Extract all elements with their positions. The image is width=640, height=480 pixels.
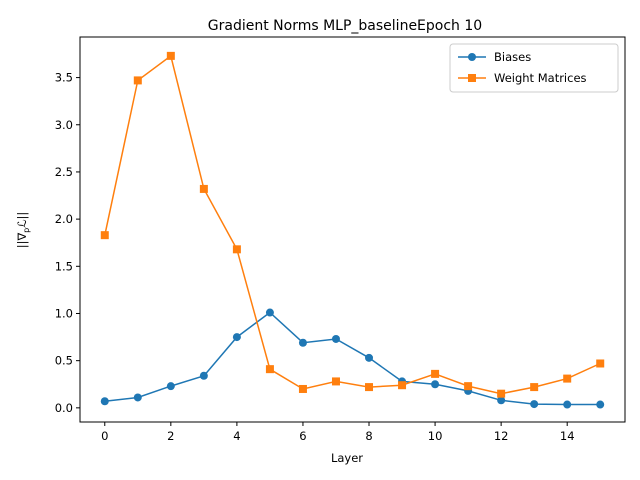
data-point-weight-matrices xyxy=(431,369,440,378)
y-tick-label: 3.0 xyxy=(55,118,73,132)
legend-marker-weight-matrices xyxy=(468,74,476,82)
data-point-weight-matrices xyxy=(530,383,539,392)
data-point-biases xyxy=(331,334,340,343)
data-point-biases xyxy=(298,338,307,347)
legend-label-biases: Biases xyxy=(494,50,531,64)
data-point-biases xyxy=(232,333,241,342)
data-point-biases xyxy=(563,400,572,409)
y-tick-label: 1.5 xyxy=(55,259,73,273)
data-point-weight-matrices xyxy=(365,383,374,392)
data-point-weight-matrices xyxy=(497,389,506,398)
x-tick-label: 12 xyxy=(494,429,509,443)
chart-title: Gradient Norms MLP_baselineEpoch 10 xyxy=(208,18,482,34)
data-point-weight-matrices xyxy=(398,381,407,390)
y-tick-label: 0.0 xyxy=(55,401,73,415)
y-axis-label: ||∇pℒ|| xyxy=(15,212,31,249)
y-tick-label: 1.0 xyxy=(55,306,73,320)
x-tick-label: 4 xyxy=(233,429,240,443)
series-line-biases xyxy=(104,311,601,406)
data-point-biases xyxy=(133,393,142,402)
x-tick-label: 6 xyxy=(299,429,306,443)
plot-frame xyxy=(79,36,626,423)
data-point-weight-matrices xyxy=(232,245,241,254)
x-tick-label: 0 xyxy=(101,429,108,443)
legend-marker-biases xyxy=(468,53,476,61)
data-point-weight-matrices xyxy=(596,359,605,368)
y-tick-label: 2.0 xyxy=(55,212,73,226)
data-point-weight-matrices xyxy=(464,382,473,391)
data-point-biases xyxy=(100,397,109,406)
series-line-weight-matrices xyxy=(104,54,601,395)
y-tick-label: 0.5 xyxy=(55,354,73,368)
data-point-weight-matrices xyxy=(133,76,142,85)
data-point-weight-matrices xyxy=(166,51,175,60)
legend-box xyxy=(449,43,619,93)
data-point-biases xyxy=(365,353,374,362)
legend-label-weight-matrices: Weight Matrices xyxy=(494,71,587,85)
data-point-biases xyxy=(199,371,208,380)
data-point-weight-matrices xyxy=(298,384,307,393)
y-tick-label: 2.5 xyxy=(55,165,73,179)
data-point-biases xyxy=(265,308,274,317)
x-tick-label: 10 xyxy=(428,429,443,443)
data-point-biases xyxy=(166,382,175,391)
data-point-biases xyxy=(431,380,440,389)
data-point-weight-matrices xyxy=(563,374,572,383)
data-point-weight-matrices xyxy=(331,377,340,386)
data-point-weight-matrices xyxy=(100,231,109,240)
data-point-weight-matrices xyxy=(265,365,274,374)
data-point-biases xyxy=(530,400,539,409)
x-axis-label: Layer xyxy=(331,451,363,465)
data-point-biases xyxy=(497,396,506,405)
data-point-biases xyxy=(596,400,605,409)
x-tick-label: 14 xyxy=(560,429,575,443)
x-tick-label: 2 xyxy=(167,429,174,443)
y-tick-label: 3.5 xyxy=(55,71,73,85)
data-point-weight-matrices xyxy=(199,184,208,193)
x-tick-label: 8 xyxy=(365,429,372,443)
